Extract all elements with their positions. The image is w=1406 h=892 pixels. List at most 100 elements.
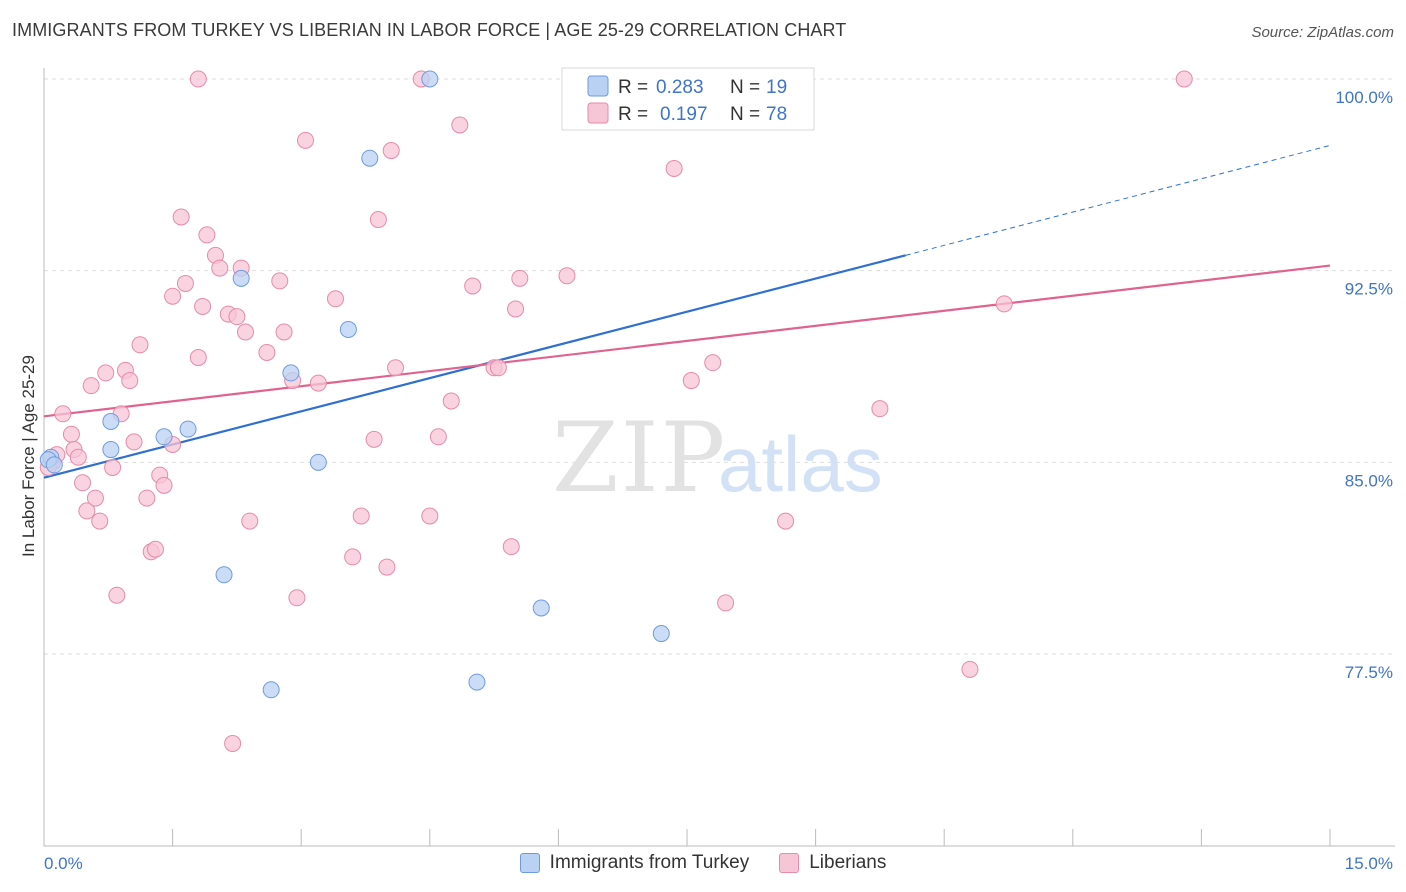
point-turkey-8: [339, 320, 357, 338]
y-axis-label: In Labor Force | Age 25-29: [19, 355, 38, 557]
point-liberian-34: [228, 308, 246, 326]
point-liberian-64: [558, 267, 576, 285]
point-liberian-42: [288, 589, 306, 607]
legend-r-label-liberian: R =: [618, 104, 648, 125]
legend-item-liberians[interactable]: Liberians: [779, 852, 886, 874]
legend-r-value-liberian: 0.197: [660, 104, 708, 125]
point-liberian-19: [146, 540, 164, 558]
point-liberian-55: [429, 428, 447, 446]
point-liberian-73: [995, 295, 1013, 313]
point-turkey-2: [102, 441, 120, 459]
trend-lines: [43, 144, 1331, 479]
trend-line-turkey-extension: [905, 144, 1331, 256]
legend-n-label-liberian: N =: [730, 104, 760, 125]
y-tick-label-3: 100.0%: [1335, 88, 1393, 107]
point-turkey-15: [468, 673, 486, 691]
legend-n-value-turkey: 19: [766, 77, 787, 98]
x-ticks: [43, 829, 1331, 846]
point-liberian-39: [271, 272, 289, 290]
legend-item-turkey[interactable]: Immigrants from Turkey: [519, 852, 750, 874]
point-turkey-13: [262, 681, 280, 699]
point-liberian-40: [275, 323, 293, 341]
point-liberian-66: [665, 159, 683, 177]
point-liberian-21: [155, 476, 173, 494]
x-tick-label-max: 15.0%: [1345, 854, 1393, 873]
point-liberian-9: [97, 364, 115, 382]
point-liberian-27: [189, 70, 207, 88]
point-turkey-14: [532, 599, 550, 617]
point-liberian-31: [211, 259, 229, 277]
point-liberian-16: [131, 336, 149, 354]
point-liberian-7: [86, 489, 104, 507]
point-liberian-76: [69, 448, 87, 466]
point-liberian-26: [189, 349, 207, 367]
watermark-zip: ZIP: [552, 402, 727, 514]
point-liberian-3: [62, 425, 80, 443]
legend-swatch-turkey: [587, 75, 609, 97]
point-liberian-44: [309, 374, 327, 392]
point-liberian-5: [78, 502, 96, 520]
point-turkey-10: [421, 70, 439, 88]
point-liberian-17: [138, 489, 156, 507]
point-turkey-4: [179, 420, 197, 438]
point-turkey-9: [361, 149, 379, 167]
watermark: ZIP atlas: [552, 402, 883, 514]
point-liberian-47: [352, 507, 370, 525]
legend-swatch-turkey-bottom: [519, 853, 540, 873]
y-tick-label-0: 77.5%: [1345, 663, 1393, 682]
point-liberian-48: [365, 430, 383, 448]
legend-n-label-turkey: N =: [730, 77, 760, 98]
point-turkey-7: [309, 453, 327, 471]
point-liberian-68: [704, 354, 722, 372]
point-liberian-11: [108, 586, 126, 604]
point-liberian-58: [464, 277, 482, 295]
point-turkey-12: [215, 566, 233, 584]
legend-label-turkey: Immigrants from Turkey: [549, 852, 750, 873]
point-liberian-70: [777, 512, 795, 530]
y-tick-label-1: 85.0%: [1345, 471, 1393, 490]
y-tick-label-2: 92.5%: [1345, 280, 1393, 299]
legend-r-label-turkey: R =: [618, 77, 648, 98]
y-tick-labels: 77.5% 85.0% 92.5% 100.0%: [1335, 88, 1393, 682]
point-turkey-5: [232, 269, 250, 287]
point-liberian-63: [511, 269, 529, 287]
legend-swatch-liberian: [587, 102, 609, 124]
point-liberian-52: [387, 359, 405, 377]
point-liberian-2: [54, 405, 72, 423]
point-liberian-49: [369, 211, 387, 229]
point-liberian-54: [421, 507, 439, 525]
trend-line-liberian: [43, 264, 1331, 418]
point-liberian-38: [258, 343, 276, 361]
point-turkey-18: [45, 456, 63, 474]
point-liberian-69: [717, 594, 735, 612]
point-liberian-28: [194, 297, 212, 315]
point-liberian-15: [125, 433, 143, 451]
point-liberian-8: [91, 512, 109, 530]
point-liberian-43: [296, 131, 314, 149]
point-liberian-50: [378, 558, 396, 576]
point-liberian-74: [1175, 70, 1193, 88]
point-liberian-61: [502, 538, 520, 556]
point-turkey-3: [155, 428, 173, 446]
point-liberian-51: [382, 142, 400, 160]
point-liberian-45: [326, 290, 344, 308]
point-liberian-25: [176, 274, 194, 292]
legend-r-value-turkey: 0.283: [656, 77, 704, 98]
point-liberian-37: [241, 512, 259, 530]
watermark-atlas: atlas: [718, 420, 883, 508]
point-liberian-57: [451, 116, 469, 134]
chart-title: IMMIGRANTS FROM TURKEY VS LIBERIAN IN LA…: [12, 20, 847, 40]
legend-label-liberians: Liberians: [809, 852, 887, 873]
point-liberian-33: [224, 734, 242, 752]
point-liberian-24: [172, 208, 190, 226]
point-liberian-29: [198, 226, 216, 244]
point-turkey-1: [102, 412, 120, 430]
correlation-legend: R = 0.283 N = 19 R = 0.197 N = 78: [561, 67, 815, 131]
point-turkey-6: [282, 364, 300, 382]
point-liberian-62: [507, 300, 525, 318]
legend-swatch-liberians-bottom: [779, 853, 800, 873]
point-liberian-71: [871, 400, 889, 418]
point-liberian-56: [442, 392, 460, 410]
point-liberian-67: [682, 372, 700, 390]
source-label: Source: ZipAtlas.com: [1251, 24, 1394, 41]
